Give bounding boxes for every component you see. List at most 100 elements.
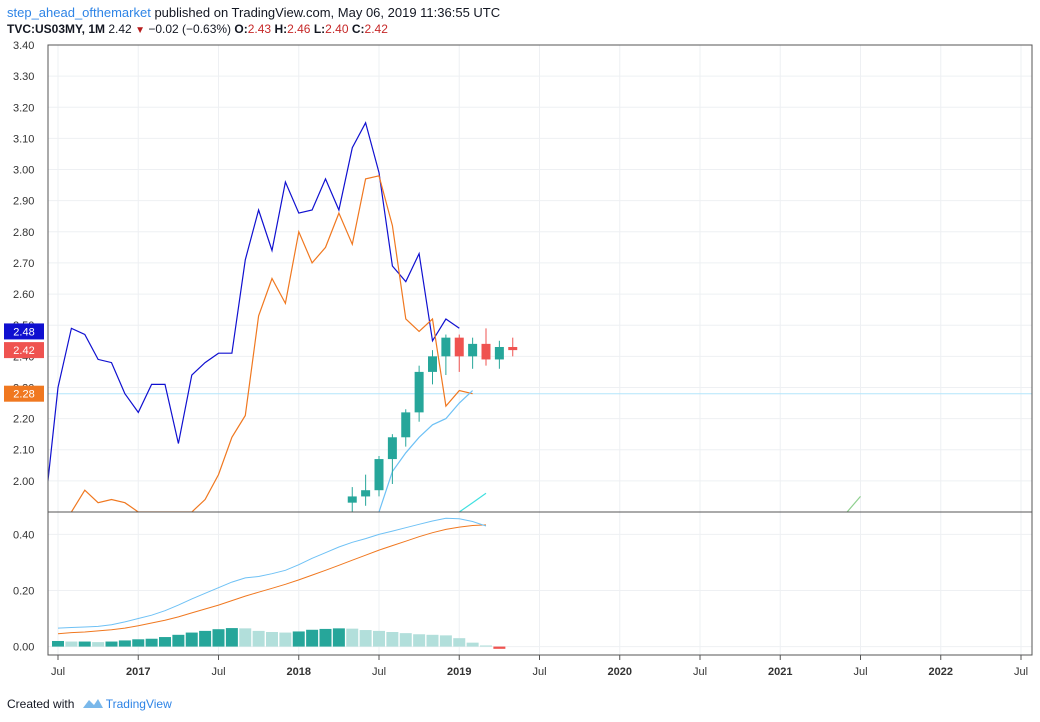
y-tick-label: 3.10 [13,133,34,145]
chart-frame [47,44,1033,656]
macd-histogram-bar [332,628,345,647]
macd-histogram-bar [52,640,64,647]
macd-histogram-bar [145,638,158,647]
macd-histogram-bar [132,639,145,647]
macd-histogram-bar [159,637,171,647]
candle-body [401,412,411,438]
tradingview-logo-icon [82,697,104,712]
low-label: L: [313,22,326,36]
macd-histogram-bar [319,628,332,647]
macd-histogram-bar [426,634,439,647]
macd-histogram-bar [386,632,399,647]
last-price: 2.42 [108,22,132,36]
close-label: C: [351,22,365,36]
created-with-label: Created with [7,697,75,711]
macd-histogram-bar [212,629,225,647]
open-value: 2.43 [247,22,272,36]
candle-body [494,346,504,360]
candle-body [468,343,478,357]
price-label-box [4,342,44,359]
x-tick-label: 2018 [287,666,311,678]
high-label: H: [274,22,288,36]
x-tick-label: 2020 [608,666,632,678]
macd-histogram-bar [480,645,492,647]
candle-body [508,346,518,351]
macd-histogram-bar [493,646,506,649]
down-arrow-icon: ▼ [135,25,145,36]
macd-histogram-bar [306,629,319,647]
y-tick-label: 2.70 [13,258,34,270]
y-tick-label: 2.90 [13,196,34,208]
x-tick-label: 2022 [929,666,953,678]
price-label-text: 2.42 [13,345,34,357]
x-tick-label: 2019 [447,666,471,678]
high-value: 2.46 [287,22,311,36]
tradingview-link[interactable]: TradingView [105,697,172,711]
chart-grid [48,44,1032,655]
price-change: −0.02 (−0.63%) [148,22,232,36]
macd-histogram-bar [292,631,305,647]
macd-histogram-bar [92,642,105,647]
macd-histogram-bar [118,640,131,647]
low-value: 2.40 [325,22,349,36]
candle-body [414,371,424,413]
x-tick-label: 2017 [126,666,150,678]
candle-body [374,459,384,491]
macd-histogram-bar [399,633,412,647]
macd-histogram-bar [359,630,372,647]
macd-histogram-bar [172,634,185,647]
macd-histogram-bar [266,632,278,647]
line-series-blue_line [48,121,460,487]
macd-pane[interactable] [52,517,506,649]
author-link[interactable]: step_ahead_ofthemarket [7,5,151,20]
candle-body [428,356,437,372]
candle-body [481,343,491,360]
publish-info: published on TradingView.com, May 06, 20… [154,5,501,20]
price-label-box [4,323,44,340]
macd-histogram-bar [413,634,426,647]
macd-histogram-bar [279,632,292,647]
price-label-text: 2.48 [13,326,34,338]
macd-histogram-bar [185,632,198,647]
open-label: O: [234,22,248,36]
candle-body [387,437,397,460]
macd-histogram-bar [239,628,252,647]
candle-body [347,496,357,503]
y-tick-label: 2.60 [13,289,34,301]
price-label-box [4,385,44,402]
y-tick-label: 2.80 [13,227,34,239]
line-series-green_line [846,496,861,512]
y-tick-label: 3.20 [13,102,34,114]
candle-body [361,490,371,497]
candle-body [441,337,451,357]
line-series-light_line [378,390,474,512]
price-pane[interactable] [45,121,1032,512]
macd-histogram-bar [453,638,466,647]
macd-line [57,517,487,629]
chart-header-ohlc-line: TVC:US03MY, 1M 2.42 ▼ −0.02 (−0.63%) O:2… [7,22,388,36]
y-tick-label: 2.20 [13,414,34,426]
macd-histogram-bar [439,635,452,647]
footer: Created with TradingView [7,697,172,712]
macd-histogram-bar [225,628,238,647]
x-tick-label: Jul [693,666,707,678]
macd-signal-line [57,524,487,635]
macd-tick-label: 0.40 [13,529,34,541]
macd-histogram-bar [346,628,359,647]
macd-histogram-bar [78,641,91,647]
x-tick-label: 2021 [768,666,792,678]
x-tick-label: Jul [1014,666,1028,678]
macd-histogram-bar [373,630,385,647]
y-tick-label: 2.10 [13,445,34,457]
macd-histogram-bar [252,630,265,647]
x-tick-label: Jul [372,666,386,678]
chart-header-publish-line: step_ahead_ofthemarket published on Trad… [7,5,500,20]
macd-tick-label: 0.20 [13,586,34,598]
macd-histogram-bar [466,642,479,647]
macd-tick-label: 0.00 [13,642,34,654]
x-tick-label: Jul [211,666,225,678]
candle-body [454,337,464,357]
line-series-cyan_line [458,492,487,512]
close-value: 2.42 [364,22,388,36]
